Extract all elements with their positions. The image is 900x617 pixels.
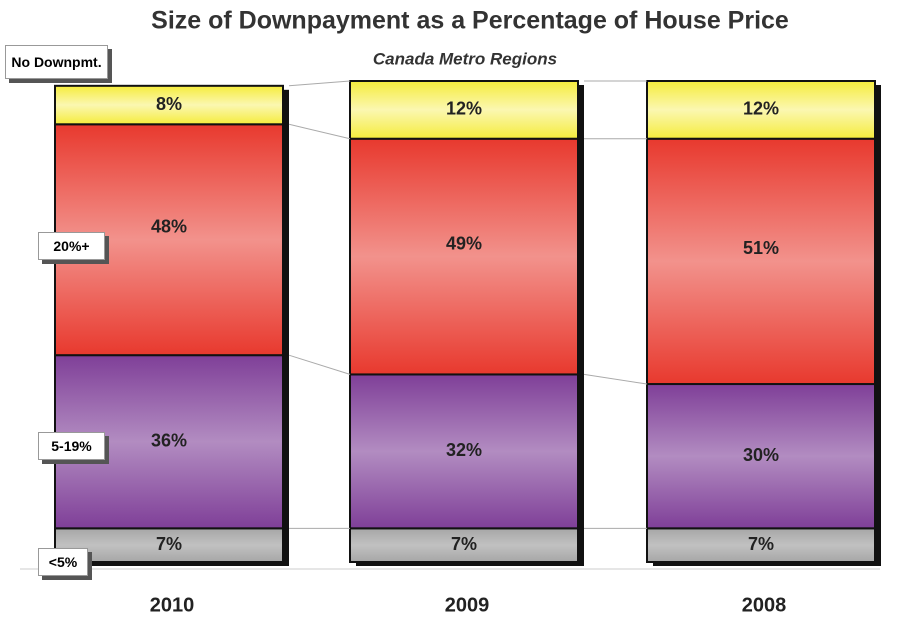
x-tick-label: 2010	[150, 594, 195, 616]
value-label: 32%	[446, 440, 482, 460]
value-label: 8%	[156, 94, 182, 114]
legend-label: <5%	[38, 548, 88, 576]
value-label: 7%	[748, 534, 774, 554]
bar-segment	[349, 527, 579, 564]
value-label: 12%	[743, 99, 779, 119]
value-label: 7%	[156, 534, 182, 554]
x-tick-label: 2008	[742, 594, 787, 616]
bar-segment	[54, 84, 284, 126]
value-label: 36%	[151, 431, 187, 451]
bar-segment	[646, 137, 876, 386]
value-label: 51%	[743, 238, 779, 258]
legend-label: No Downpmt.	[5, 45, 108, 79]
bar-segment	[54, 527, 284, 564]
connector-line	[583, 373, 648, 385]
legend-label: 5-19%	[38, 432, 105, 460]
value-label: 48%	[151, 216, 187, 236]
bar-segment	[349, 80, 579, 140]
bar-segment	[349, 373, 579, 530]
connector-line	[288, 354, 351, 375]
chart-title: Size of Downpayment as a Percentage of H…	[151, 7, 789, 35]
legend-label: 20%+	[38, 232, 105, 260]
value-label: 12%	[446, 99, 482, 119]
chart-subtitle: Canada Metro Regions	[373, 49, 557, 68]
x-tick-label: 2009	[445, 594, 490, 616]
connector-line	[288, 80, 351, 87]
bar-segment	[646, 80, 876, 140]
value-label: 49%	[446, 233, 482, 253]
bar-segment	[646, 383, 876, 530]
bar-segment	[349, 137, 579, 376]
value-label: 7%	[451, 534, 477, 554]
value-label: 30%	[743, 445, 779, 465]
bar-segment	[646, 527, 876, 564]
connector-line	[288, 123, 351, 140]
